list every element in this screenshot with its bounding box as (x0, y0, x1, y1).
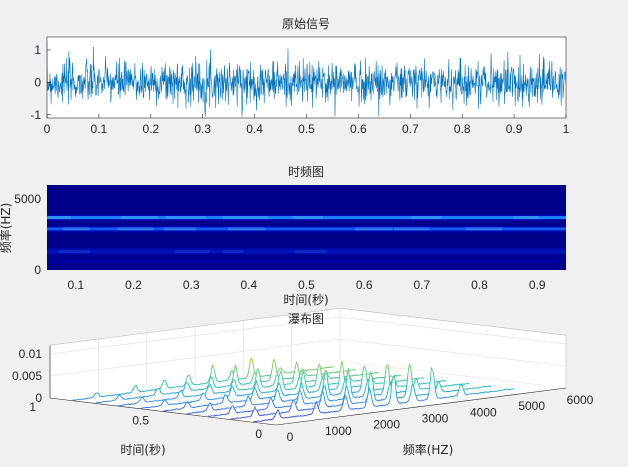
waterfall-side-wall (340, 308, 566, 388)
spectrogram-highlight (393, 227, 430, 231)
waterfall-freq-tick-label: 4000 (470, 405, 497, 419)
spectrogram-ylabel: 频率(HZ) (0, 203, 13, 254)
waterfall-time-label: 时间(秒) (120, 443, 165, 457)
spectrogram-xtick-label: 0.9 (529, 278, 546, 292)
waterfall-title: 瀑布图 (288, 312, 324, 326)
spectrogram-highlight (292, 216, 324, 220)
waterfall-box-edge (49, 307, 341, 346)
waterfall-ztick-label: 0.005 (12, 369, 42, 383)
waterfall-grid (49, 338, 341, 377)
spectrogram-xtick-label: 0.4 (240, 278, 257, 292)
waterfall-slice (230, 363, 492, 420)
waterfall-slice (253, 367, 515, 423)
signal-xtick-label: 0.4 (246, 122, 263, 136)
spectrogram-xtick-label: 0.5 (298, 278, 315, 292)
signal-title: 原始信号 (282, 17, 330, 31)
spectrogram-highlight (355, 227, 393, 231)
spectrogram-xtick-label: 0.6 (356, 278, 373, 292)
spectrogram-xtick-label: 0.3 (183, 278, 200, 292)
waterfall-freq-tick-label: 2000 (373, 418, 400, 432)
spectrogram-xlabel: 时间(秒) (283, 293, 328, 307)
spectrogram-ytick-label: 5000 (14, 192, 41, 206)
spectrogram-ytick-label: 0 (34, 263, 41, 277)
waterfall-slice (72, 357, 334, 402)
waterfall-time-axis (49, 397, 277, 426)
signal-plot: 原始信号 0 0.1 0.2 0.3 0.4 0.5 0.6 0.7 0.8 0.9 1 -101 (30, 17, 569, 136)
signal-ytick-label: 1 (34, 43, 41, 57)
spectrogram-xtick-label: 0.1 (67, 278, 84, 292)
waterfall-grid (49, 316, 341, 355)
spectrogram-band (47, 250, 566, 254)
spectrogram-highlight (165, 216, 207, 220)
spectrogram-xtick-label: 0.7 (413, 278, 430, 292)
spectrogram-highlight (222, 216, 268, 220)
waterfall-time-tick-label: 0.5 (132, 414, 149, 428)
spectrogram-title: 时频图 (288, 165, 324, 179)
spectrogram-plot: 时频图 0.1 0.2 0.3 0.4 0.5 0.6 0.7 0.8 0.9 0 5000 时间… (0, 165, 566, 307)
spectrogram-highlight (48, 216, 71, 220)
waterfall-freq-tick-label: 0 (287, 430, 294, 444)
waterfall-slice (185, 364, 447, 415)
spectrogram-xtick-label: 0.2 (125, 278, 142, 292)
spectrogram-highlight (175, 250, 210, 254)
waterfall-freq-tick-label: 3000 (422, 412, 449, 426)
spectrogram-band (47, 216, 566, 220)
spectrogram-band (47, 259, 566, 264)
signal-xtick-label: 0.3 (194, 122, 211, 136)
waterfall-freq-tick-label: 6000 (567, 393, 594, 407)
waterfall-freq-axis (275, 387, 567, 426)
waterfall-ztick-label: 0 (35, 391, 42, 405)
waterfall-time-tick-label: 1 (29, 400, 36, 414)
signal-line (46, 40, 567, 117)
signal-xtick-label: 1 (563, 122, 570, 136)
waterfall-box-edge (339, 307, 567, 336)
waterfall-grid (339, 360, 567, 389)
signal-xtick-label: 0.2 (142, 122, 159, 136)
waterfall-slice (95, 358, 357, 404)
spectrogram-xtick-label: 0.8 (471, 278, 488, 292)
spectrogram-highlight (164, 227, 197, 231)
waterfall-time-tick-label: 0 (255, 427, 262, 441)
signal-xtick-label: 0.8 (454, 122, 471, 136)
spectrogram-highlight (58, 250, 90, 254)
waterfall-freq-label: 频率(HZ) (403, 442, 454, 457)
waterfall-ztick-label: 0.01 (19, 347, 43, 361)
signal-xtick-label: 0.7 (402, 122, 419, 136)
signal-ytick-label: 0 (34, 75, 41, 89)
signal-xtick-label: 0.5 (298, 122, 315, 136)
spectrogram-highlight (222, 250, 244, 254)
waterfall-slice (140, 362, 402, 410)
spectrogram-highlight (465, 227, 503, 231)
waterfall-grid (339, 338, 567, 367)
spectrogram-highlight (117, 227, 154, 231)
waterfall-grid (339, 316, 567, 345)
waterfall-grid (291, 366, 518, 395)
spectrogram-highlight (227, 227, 266, 231)
spectrogram-highlight (411, 216, 442, 220)
signal-ytick-label: -1 (30, 108, 41, 122)
spectrogram-band (47, 227, 566, 231)
spectrogram-highlight (294, 250, 327, 254)
spectrogram-highlight (62, 227, 90, 231)
waterfall-freq-tick-label: 1000 (325, 424, 352, 438)
spectrogram-highlight (513, 216, 539, 220)
signal-xtick-label: 0.6 (350, 122, 367, 136)
waterfall-slice (117, 361, 380, 407)
signal-xtick-label: 0 (44, 122, 51, 136)
spectrogram-band-glow (47, 248, 566, 256)
waterfall-slice (162, 360, 425, 412)
spectrogram-highlight (121, 216, 159, 220)
waterfall-freq-tick-label: 5000 (518, 399, 545, 413)
waterfall-slice (208, 363, 470, 418)
signal-xtick-label: 0.9 (506, 122, 523, 136)
signal-xtick-label: 0.1 (91, 122, 108, 136)
